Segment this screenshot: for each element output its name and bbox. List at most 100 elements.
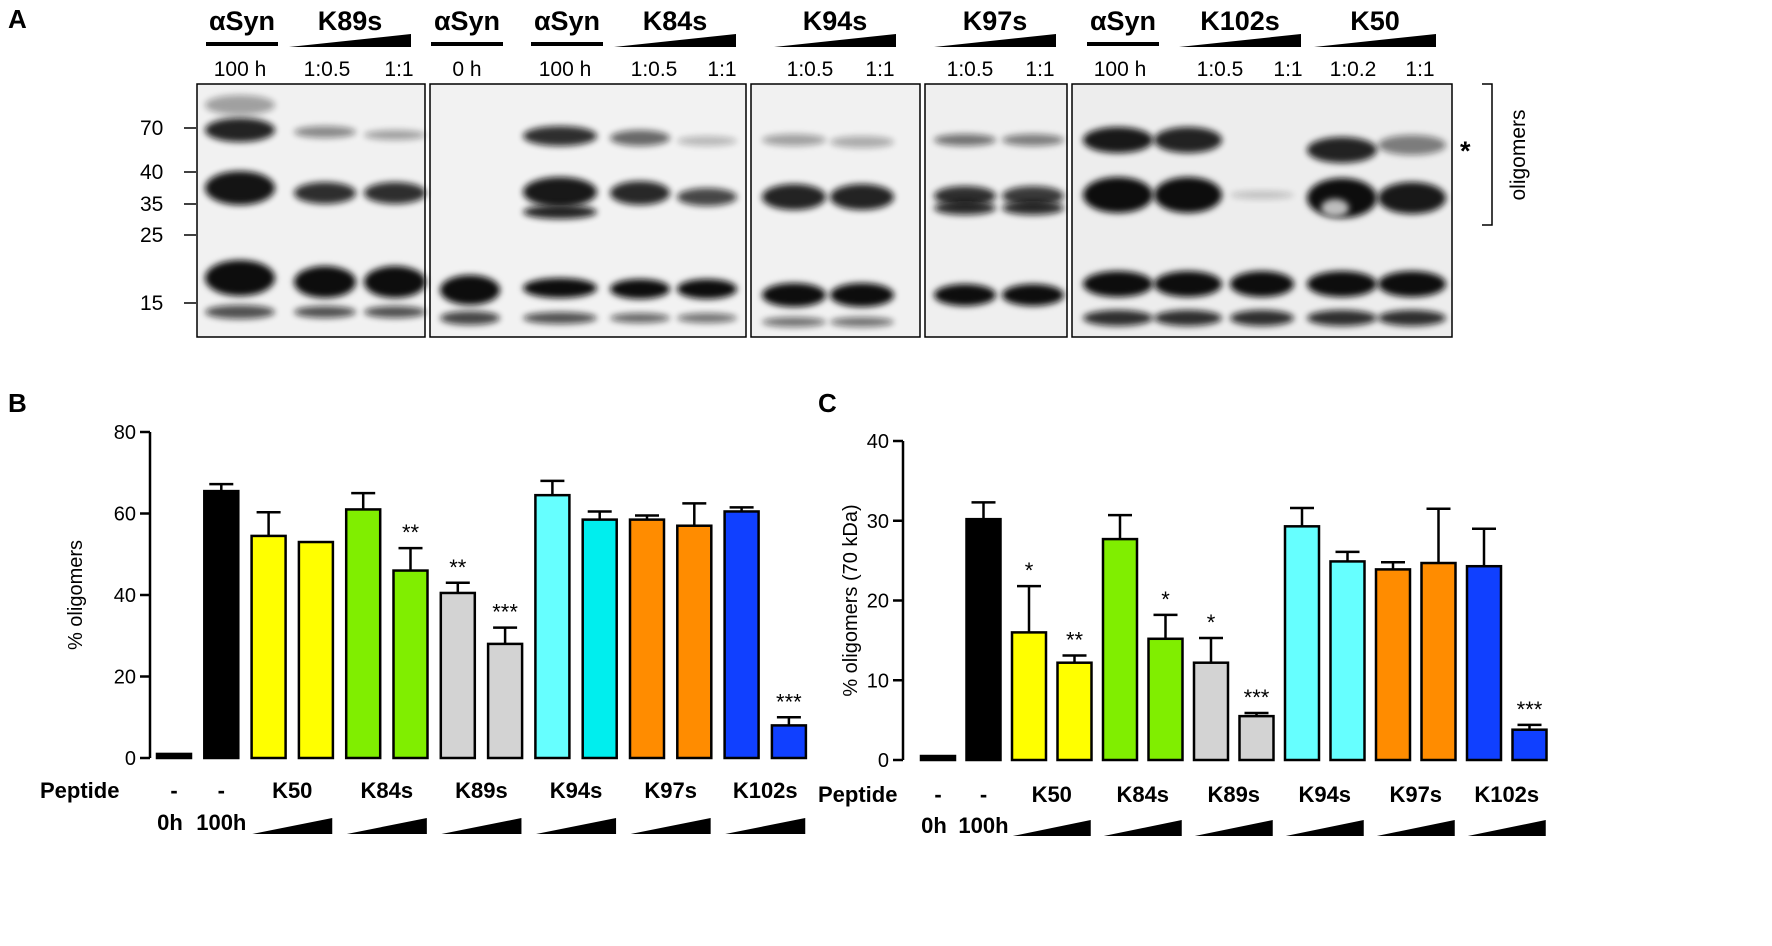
blot-band (440, 275, 500, 305)
peptide-row-label: Peptide (40, 778, 119, 803)
bar (1010, 631, 1048, 762)
bar (534, 493, 571, 760)
blot-band (1230, 271, 1294, 297)
category-label: K97s (644, 778, 697, 803)
ratio-ramp (1314, 34, 1436, 47)
category-label: K50 (1032, 782, 1072, 807)
bar (297, 540, 335, 760)
bar (392, 569, 429, 760)
y-tick-label: 80 (114, 422, 136, 444)
ratio-ramp (1194, 820, 1273, 836)
ratio-ramp (536, 818, 617, 834)
blot-band (1230, 310, 1294, 326)
bar (723, 510, 760, 760)
oligomers-label: oligomers (1507, 109, 1530, 200)
blot-band (523, 312, 597, 324)
blot-band (1378, 310, 1446, 326)
blot-group-label: K84s (643, 6, 708, 36)
blot-band (294, 182, 356, 204)
blot-band (762, 134, 826, 146)
blot-band (523, 205, 597, 219)
bar (1511, 728, 1548, 762)
blot-band (1154, 177, 1222, 213)
bar (1465, 564, 1503, 762)
blot-band (364, 306, 426, 318)
blot-lane-labels: 100 h 1:0.5 1:1 0 h 100 h 1:0.5 1:1 1:0.… (214, 58, 1435, 81)
bar (770, 724, 808, 760)
lane-label: 1:1 (1025, 58, 1054, 81)
panel-letter-b: B (8, 388, 27, 418)
blot-band (677, 188, 737, 206)
lane-label: 1:1 (1405, 58, 1434, 81)
lane-label: 1:0.5 (631, 58, 678, 81)
ratio-ramp (289, 34, 411, 47)
ratio-ramp (934, 34, 1056, 47)
category-label: K97s (1389, 782, 1442, 807)
blot-band (1154, 271, 1222, 297)
time-label: 0h (921, 813, 947, 838)
lane-label: 1:1 (865, 58, 894, 81)
bar (919, 754, 957, 762)
lane-label: 1:0.5 (304, 58, 351, 81)
y-tick-label: 20 (114, 667, 136, 689)
category-label: - (218, 778, 225, 803)
blot-group-label: αSyn (209, 6, 275, 36)
y-axis-label: % oligomers (65, 540, 87, 650)
time-label: 100h (196, 810, 246, 835)
oligomer-asterisk: * (1460, 136, 1471, 166)
category-label: K89s (455, 778, 508, 803)
ratio-ramp (774, 34, 896, 47)
y-tick-label: 0 (878, 750, 889, 772)
y-tick-label: 40 (114, 585, 136, 607)
blot-band (294, 126, 356, 138)
significance-label: ** (402, 520, 420, 545)
blot-band (1307, 137, 1377, 163)
bar (1192, 661, 1230, 762)
blot-band (523, 177, 597, 207)
blot-artifact (1321, 199, 1349, 217)
ratio-ramp (1467, 820, 1546, 836)
blot-band (364, 266, 426, 298)
group-underline (206, 42, 278, 46)
lane-label: 1:0.2 (1330, 58, 1377, 81)
blot-band (1083, 310, 1153, 326)
blot-group-label: αSyn (434, 6, 500, 36)
blot-band (1002, 201, 1064, 215)
mw-marker: 15 (140, 292, 163, 315)
blot-band (1378, 182, 1446, 214)
blot-band (934, 284, 996, 306)
category-label: - (934, 782, 941, 807)
ratio-ramp (346, 818, 427, 834)
blot-band (1307, 310, 1377, 326)
blot-band (762, 317, 826, 327)
blot-band (1083, 177, 1153, 213)
lane-label: 1:1 (384, 58, 413, 81)
blot-band (934, 134, 996, 146)
blot-band (1154, 310, 1222, 326)
y-axis-label: % oligomers (70 kDa) (840, 504, 862, 696)
blot-band (205, 118, 275, 142)
blot-band (205, 171, 275, 205)
blot-band (762, 184, 826, 210)
category-label: K102s (1474, 782, 1539, 807)
y-tick-label: 40 (867, 431, 889, 453)
blot-band (610, 130, 670, 146)
blot-band (294, 266, 356, 298)
panel-letter-c: C (818, 388, 837, 418)
blot-band (830, 283, 894, 307)
blot-band (762, 283, 826, 307)
significance-label: *** (492, 600, 518, 625)
y-tick-label: 0 (125, 748, 136, 770)
mw-markers: 70 40 35 25 15 (140, 117, 196, 315)
blot-band (523, 126, 597, 146)
blot-band (677, 279, 737, 299)
blot-group-label: K102s (1200, 6, 1280, 36)
blot-band (440, 311, 500, 325)
oligomer-bracket: * oligomers (1460, 83, 1530, 226)
lane-label: 1:0.5 (787, 58, 834, 81)
mw-marker: 25 (140, 224, 163, 247)
blot-band (934, 201, 996, 215)
ratio-ramp (1103, 820, 1182, 836)
blot-band (1307, 271, 1377, 297)
